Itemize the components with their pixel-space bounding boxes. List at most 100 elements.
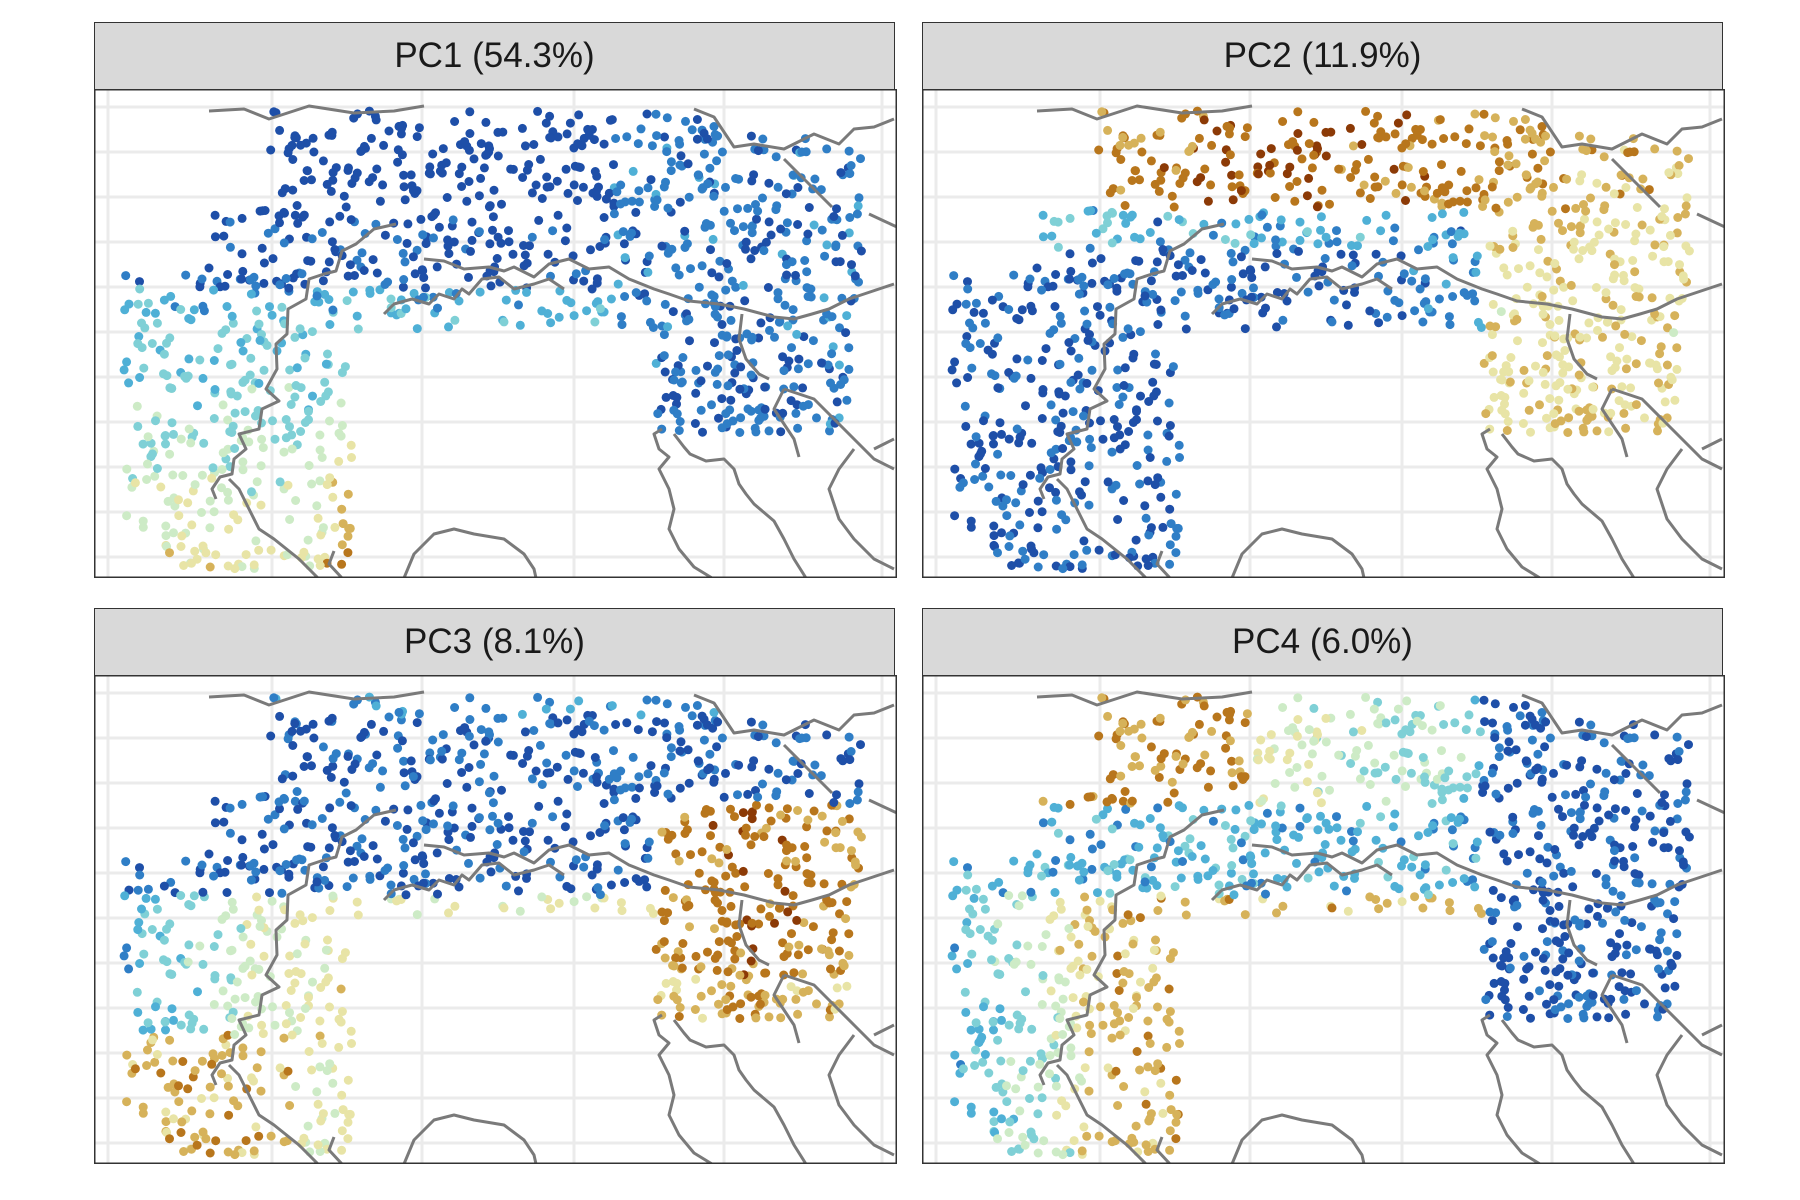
- sample-point: [223, 444, 233, 454]
- sample-point: [730, 226, 739, 236]
- sample-point: [1121, 218, 1131, 228]
- sample-point: [995, 1004, 1005, 1014]
- sample-point: [1249, 825, 1259, 835]
- sample-point: [210, 232, 220, 242]
- sample-point: [817, 944, 826, 954]
- sample-point: [989, 1117, 999, 1127]
- sample-point: [1390, 881, 1400, 891]
- sample-point: [217, 1069, 226, 1079]
- sample-point: [764, 178, 774, 188]
- sample-point: [841, 328, 851, 338]
- country-border: [1701, 1023, 1723, 1037]
- sample-point: [1397, 143, 1407, 153]
- sample-point: [586, 245, 595, 255]
- sample-point: [1547, 206, 1557, 216]
- sample-point: [1272, 288, 1282, 297]
- sample-point: [1531, 765, 1541, 775]
- sample-point: [1660, 983, 1670, 993]
- sample-point: [296, 1013, 306, 1022]
- sample-point: [780, 300, 790, 310]
- sample-point: [717, 320, 727, 329]
- sample-point: [722, 331, 732, 341]
- sample-point: [198, 959, 208, 969]
- sample-point: [1321, 737, 1331, 747]
- sample-point: [1077, 1146, 1087, 1156]
- sample-point: [416, 800, 426, 810]
- sample-point: [138, 522, 148, 532]
- sample-point: [996, 1056, 1006, 1066]
- sample-point: [479, 749, 489, 759]
- sample-point: [399, 756, 409, 766]
- sample-point: [293, 804, 303, 814]
- sample-point: [1270, 193, 1280, 202]
- sample-point: [421, 283, 430, 293]
- sample-point: [464, 272, 473, 282]
- sample-point: [1056, 904, 1066, 914]
- sample-point: [631, 207, 641, 217]
- sample-point: [1428, 235, 1438, 245]
- sample-point: [343, 165, 353, 175]
- sample-point: [975, 339, 985, 348]
- sample-point: [1058, 994, 1068, 1004]
- sample-point: [515, 320, 525, 330]
- sample-point: [1599, 152, 1609, 162]
- sample-point: [1530, 134, 1540, 144]
- sample-point: [520, 727, 530, 737]
- sample-point: [699, 149, 709, 159]
- sample-point: [1488, 299, 1498, 309]
- sample-point: [574, 110, 584, 120]
- sample-point: [1535, 986, 1544, 996]
- sample-point: [1487, 330, 1497, 340]
- sample-point: [318, 156, 328, 166]
- sample-point: [1066, 1051, 1076, 1061]
- sample-point: [1348, 727, 1358, 737]
- sample-point: [1124, 726, 1134, 736]
- sample-point: [433, 303, 442, 313]
- sample-point: [826, 964, 835, 974]
- sample-point: [1047, 817, 1057, 827]
- sample-point: [265, 302, 274, 312]
- sample-point: [1036, 1049, 1046, 1059]
- sample-point: [1025, 1056, 1035, 1066]
- sample-point: [281, 1019, 291, 1029]
- sample-point: [330, 245, 340, 254]
- sample-point: [856, 832, 866, 842]
- sample-point: [1550, 1005, 1560, 1015]
- sample-point: [1270, 779, 1280, 788]
- sample-point: [227, 311, 237, 321]
- sample-point: [150, 894, 160, 904]
- sample-point: [1228, 843, 1238, 853]
- sample-point: [722, 917, 732, 927]
- sample-point: [685, 336, 694, 346]
- sample-point: [421, 239, 431, 249]
- sample-point: [1085, 1020, 1095, 1030]
- sample-point: [642, 296, 652, 306]
- sample-point: [1051, 1081, 1061, 1091]
- sample-point: [1174, 215, 1184, 225]
- sample-point: [284, 283, 294, 293]
- sample-point: [618, 227, 628, 237]
- sample-point: [343, 548, 353, 558]
- sample-point: [291, 967, 301, 976]
- sample-point: [1164, 984, 1174, 994]
- sample-point: [197, 508, 206, 517]
- sample-point: [1637, 806, 1647, 816]
- sample-point: [592, 772, 601, 782]
- sample-point: [122, 464, 132, 474]
- sample-point: [1165, 540, 1175, 550]
- sample-point: [1141, 554, 1151, 564]
- sample-point: [569, 180, 579, 190]
- sample-point: [691, 974, 701, 984]
- sample-point: [961, 1007, 971, 1017]
- sample-point: [1098, 1020, 1108, 1030]
- sample-point: [1265, 746, 1275, 756]
- sample-point: [776, 810, 786, 820]
- sample-point: [1357, 140, 1367, 149]
- sample-point: [1295, 235, 1305, 245]
- sample-point: [719, 206, 729, 216]
- sample-point: [266, 145, 276, 155]
- sample-point: [706, 831, 715, 841]
- sample-point: [1316, 212, 1326, 222]
- country-border: [693, 107, 895, 151]
- sample-point: [368, 173, 378, 183]
